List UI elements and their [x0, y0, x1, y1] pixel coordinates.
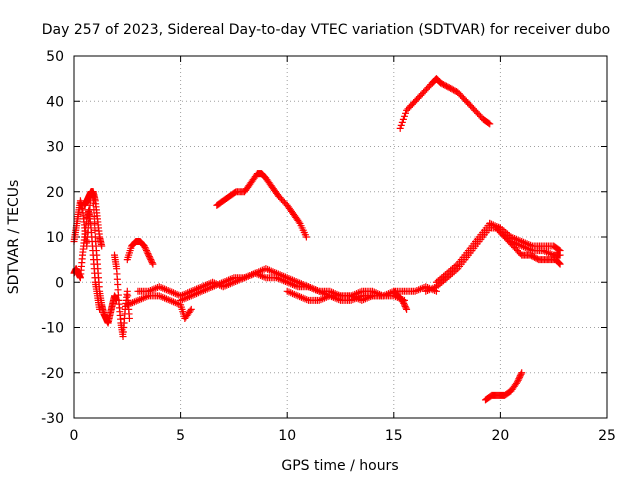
series-arc-8h [213, 170, 310, 241]
x-tick-label: 10 [278, 428, 296, 444]
data-point [398, 296, 406, 304]
data-point [514, 376, 522, 384]
data-point [516, 373, 524, 381]
data-point [397, 121, 405, 129]
data-point [399, 115, 407, 123]
data-point [147, 256, 155, 264]
series-low-band-4 [283, 287, 387, 304]
y-tick-label: -20 [41, 366, 64, 382]
data-point [148, 259, 156, 267]
y-tick-label: -10 [41, 321, 64, 337]
y-tick-label: 30 [46, 140, 64, 156]
y-tick-label: 20 [46, 185, 64, 201]
data-point [144, 250, 152, 258]
data-point [400, 299, 408, 307]
y-tick-label: -30 [41, 411, 64, 427]
data-point [555, 259, 563, 267]
data-point [513, 378, 521, 386]
data-point [518, 369, 526, 377]
data-point [515, 375, 523, 383]
data-point [140, 242, 148, 250]
data-point [555, 259, 563, 267]
x-tick-label: 5 [176, 428, 185, 444]
data-point [141, 244, 149, 252]
series-arc-17h [396, 75, 494, 132]
data-point [400, 112, 408, 120]
axis-ticks: 0 5 10 15 20 25 -30 -20 -10 0 10 20 30 40 50 [41, 49, 616, 444]
data-point [145, 251, 153, 259]
series-early-cluster-c [81, 188, 106, 250]
data-point [403, 305, 411, 313]
chart-title: Day 257 of 2023, Sidereal Day-to-day VTE… [42, 22, 610, 38]
data-point [91, 226, 99, 234]
data-point [187, 305, 195, 313]
x-tick-label: 15 [385, 428, 403, 444]
x-tick-label: 20 [491, 428, 509, 444]
data-point [556, 260, 564, 268]
data-point [98, 242, 106, 250]
data-point [302, 233, 310, 241]
data-point [147, 257, 155, 265]
series-rise-17h-b [432, 219, 494, 286]
data-point [379, 292, 387, 300]
data-point [91, 219, 99, 227]
series-neg-20h [481, 369, 526, 404]
data-point [186, 307, 194, 315]
data-point [400, 301, 408, 309]
y-axis-label: SDTVAR / TECUs [6, 180, 22, 295]
grid [74, 56, 607, 418]
plot-frame [73, 55, 608, 419]
data-point [486, 120, 494, 128]
data-point [96, 305, 104, 313]
data-point [396, 124, 404, 132]
series-fall-20h-c [496, 228, 564, 259]
data-point [125, 314, 133, 322]
x-tick-label: 25 [598, 428, 616, 444]
series-early-cluster-d [111, 251, 133, 341]
data-point [142, 245, 150, 253]
x-axis-label: GPS time / hours [281, 458, 398, 474]
data-point [398, 118, 406, 126]
series-bump-3h [123, 238, 157, 268]
series-dip-15h [390, 287, 411, 313]
data-points [70, 75, 564, 404]
y-tick-label: 50 [46, 49, 64, 65]
data-point [143, 248, 151, 256]
data-point [517, 370, 525, 378]
data-point [146, 254, 154, 262]
x-tick-label: 0 [70, 428, 79, 444]
y-tick-label: 10 [46, 230, 64, 246]
data-point [295, 218, 303, 226]
data-point [556, 251, 564, 259]
data-point [149, 260, 157, 268]
series-early-cluster-b [70, 206, 104, 313]
data-point [401, 302, 409, 310]
y-tick-label: 0 [55, 275, 64, 291]
data-point [145, 253, 153, 261]
data-point [142, 247, 150, 255]
data-point [399, 298, 407, 306]
data-point [402, 109, 410, 117]
series-low-band-1 [123, 292, 195, 322]
series-low-band-3 [177, 265, 440, 304]
data-point [485, 119, 493, 127]
data-point [516, 372, 524, 380]
y-tick-label: 40 [46, 94, 64, 110]
data-point [402, 304, 410, 312]
